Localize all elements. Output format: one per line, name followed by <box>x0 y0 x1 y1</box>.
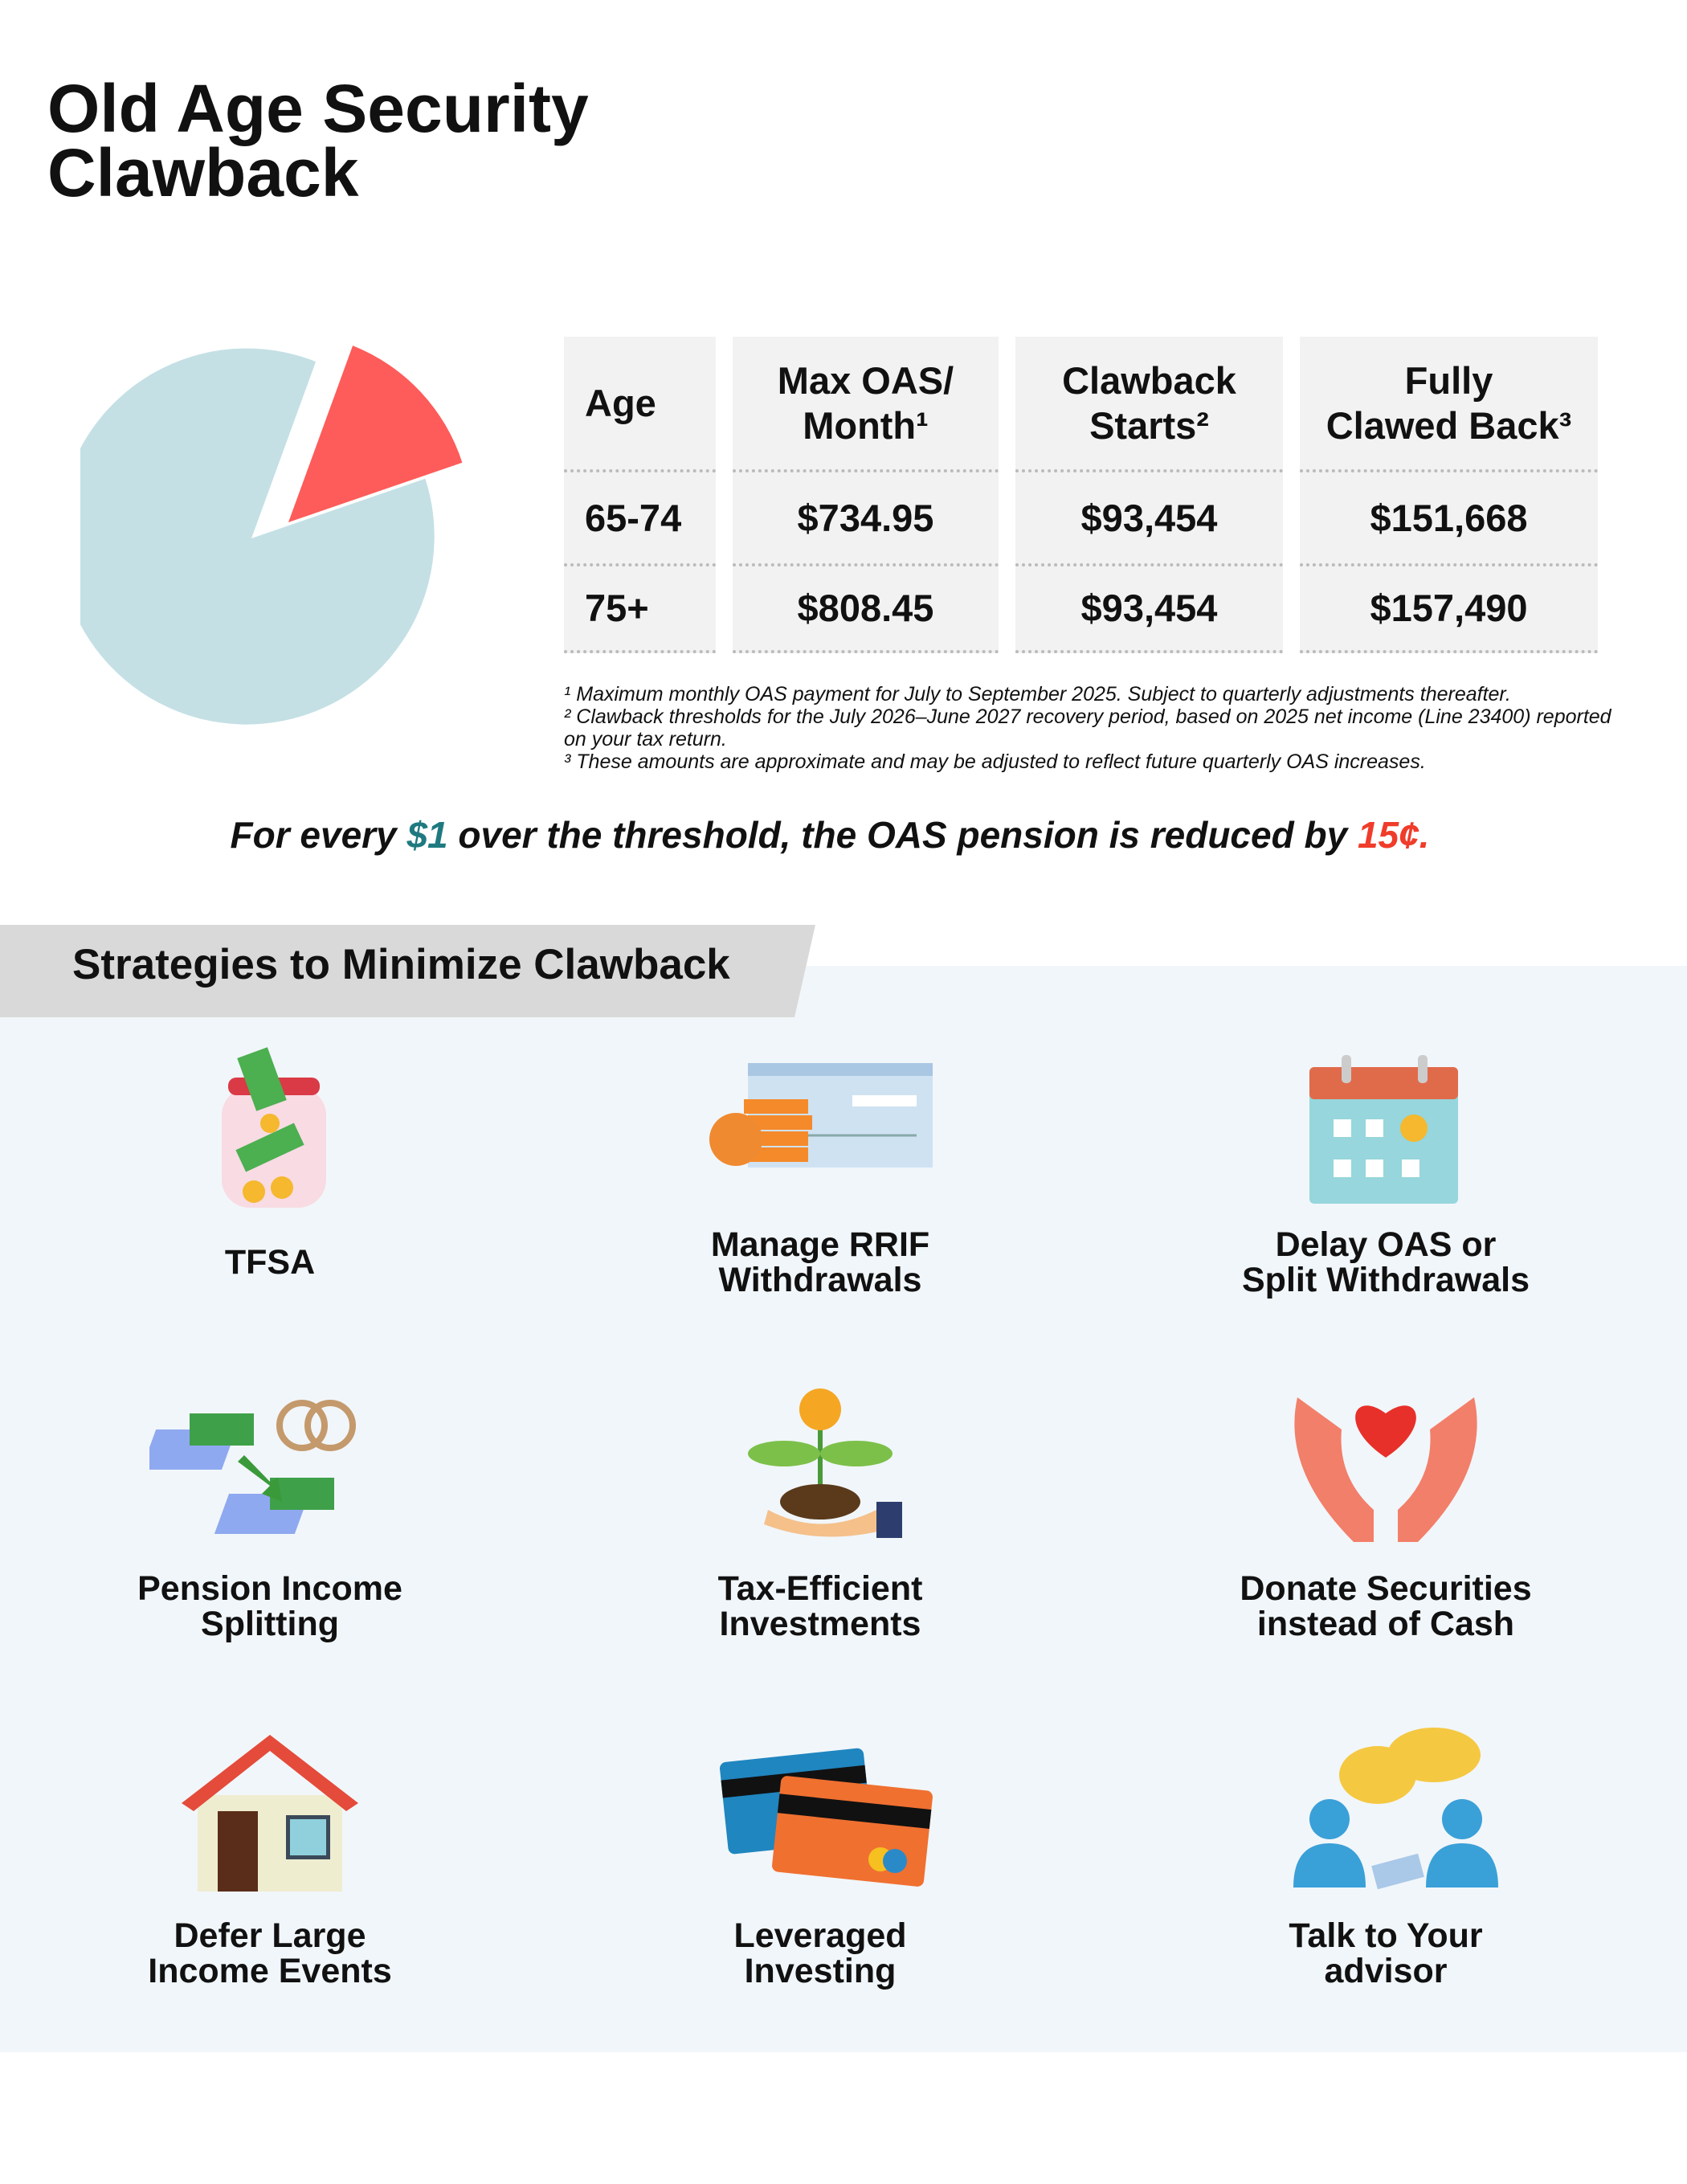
header-text: Fully <box>1404 358 1493 402</box>
table-cell: $93,454 <box>1015 566 1283 653</box>
strategy-label: Defer Large Income Events <box>29 1918 511 1989</box>
calendar-icon <box>1309 1055 1458 1204</box>
strategy-label-line: Income Events <box>148 1952 392 1990</box>
tagline: For every $1 over the threshold, the OAS… <box>0 813 1660 857</box>
header-text: Month¹ <box>803 403 929 447</box>
title-line: Old Age Security <box>47 71 589 146</box>
strategy-label: Donate Securities instead of Cash <box>1145 1571 1627 1642</box>
header-text: Max OAS/ <box>777 358 954 402</box>
strategy-label-line: advisor <box>1324 1952 1448 1990</box>
table-cell: 75+ <box>564 566 716 653</box>
pie-illustration <box>80 346 463 725</box>
strategy-label-line: Tax-Efficient <box>717 1569 923 1608</box>
strategy-label-line: Pension Income <box>137 1569 402 1608</box>
title: Old Age Security Clawback <box>47 71 589 211</box>
header-text: Age <box>585 381 656 424</box>
header-cell: Clawback Starts² <box>1015 337 1283 472</box>
plant-icon <box>748 1389 902 1538</box>
table-cell: 65-74 <box>564 472 716 566</box>
strategy-label: Talk to Your advisor <box>1145 1918 1627 1989</box>
header-cell: Age <box>564 337 716 472</box>
tagline-text: over the threshold, the OAS pension is r… <box>447 814 1358 856</box>
header-text: Starts² <box>1089 403 1209 447</box>
strategy-label-line: Defer Large <box>174 1916 366 1955</box>
oas-table: Age Max OAS/Month¹ Clawback Starts² Fully… <box>564 337 1598 653</box>
table-cell: $157,490 <box>1300 566 1598 653</box>
splitting-icon <box>149 1400 356 1534</box>
strategy-label-line: Splitting <box>201 1605 339 1643</box>
header-text: Clawed Back³ <box>1326 403 1572 447</box>
strategy-label: TFSA <box>29 1245 511 1280</box>
strategy-label-line: Delay OAS or <box>1275 1225 1497 1264</box>
title-line: Clawback <box>47 135 359 211</box>
strategy-label-line: Split Withdrawals <box>1242 1261 1530 1299</box>
strategy-label: Leveraged Investing <box>579 1918 1061 1989</box>
advisor-icon <box>1293 1728 1498 1890</box>
strategy-label-line: Talk to Your <box>1289 1916 1483 1955</box>
strategy-label-line: Investing <box>744 1952 897 1990</box>
jar-icon <box>222 1047 326 1208</box>
pie-slice <box>80 348 435 725</box>
footnote: ¹ Maximum monthly OAS payment for July t… <box>564 683 1511 706</box>
pie-slice <box>288 346 463 522</box>
strategy-label-line: Leveraged <box>733 1916 907 1955</box>
table-cell: $93,454 <box>1015 472 1283 566</box>
donate-icon <box>1294 1397 1477 1542</box>
strategy-label-line: Manage RRIF <box>710 1225 930 1264</box>
house-icon <box>182 1735 358 1892</box>
strategy-label: Pension Income Splitting <box>29 1571 511 1642</box>
strategy-label-line: Investments <box>719 1605 921 1643</box>
tagline-reduction: 15¢. <box>1357 814 1430 856</box>
header-cell: Fully Clawed Back³ <box>1300 337 1598 472</box>
footnotes: ¹ Maximum monthly OAS payment for July t… <box>564 683 1632 773</box>
cards-icon <box>720 1748 933 1887</box>
table-cell: $151,668 <box>1300 472 1598 566</box>
footnote: ² Clawback thresholds for the July 2026–… <box>564 706 1611 750</box>
section-title: Strategies to Minimize Clawback <box>72 941 730 988</box>
footnote: ³ These amounts are approximate and may … <box>564 750 1426 773</box>
strategy-label-line: TFSA <box>224 1243 316 1282</box>
tagline-amount: $1 <box>406 814 448 856</box>
strategy-label-line: Donate Securities <box>1240 1569 1532 1608</box>
table-cell: $808.45 <box>733 566 999 653</box>
strategy-label: Tax-Efficient Investments <box>579 1571 1061 1642</box>
cheque-icon <box>709 1063 933 1168</box>
tagline-text: For every <box>230 814 407 856</box>
header-cell: Max OAS/Month¹ <box>733 337 999 472</box>
strategy-label: Manage RRIF Withdrawals <box>579 1227 1061 1298</box>
table-cell: $734.95 <box>733 472 999 566</box>
strategy-label-line: instead of Cash <box>1256 1605 1515 1643</box>
header-text: Clawback <box>1062 358 1236 402</box>
section-banner <box>0 925 815 1017</box>
strategy-label: Delay OAS or Split Withdrawals <box>1145 1227 1627 1298</box>
strategy-label-line: Withdrawals <box>718 1261 922 1299</box>
